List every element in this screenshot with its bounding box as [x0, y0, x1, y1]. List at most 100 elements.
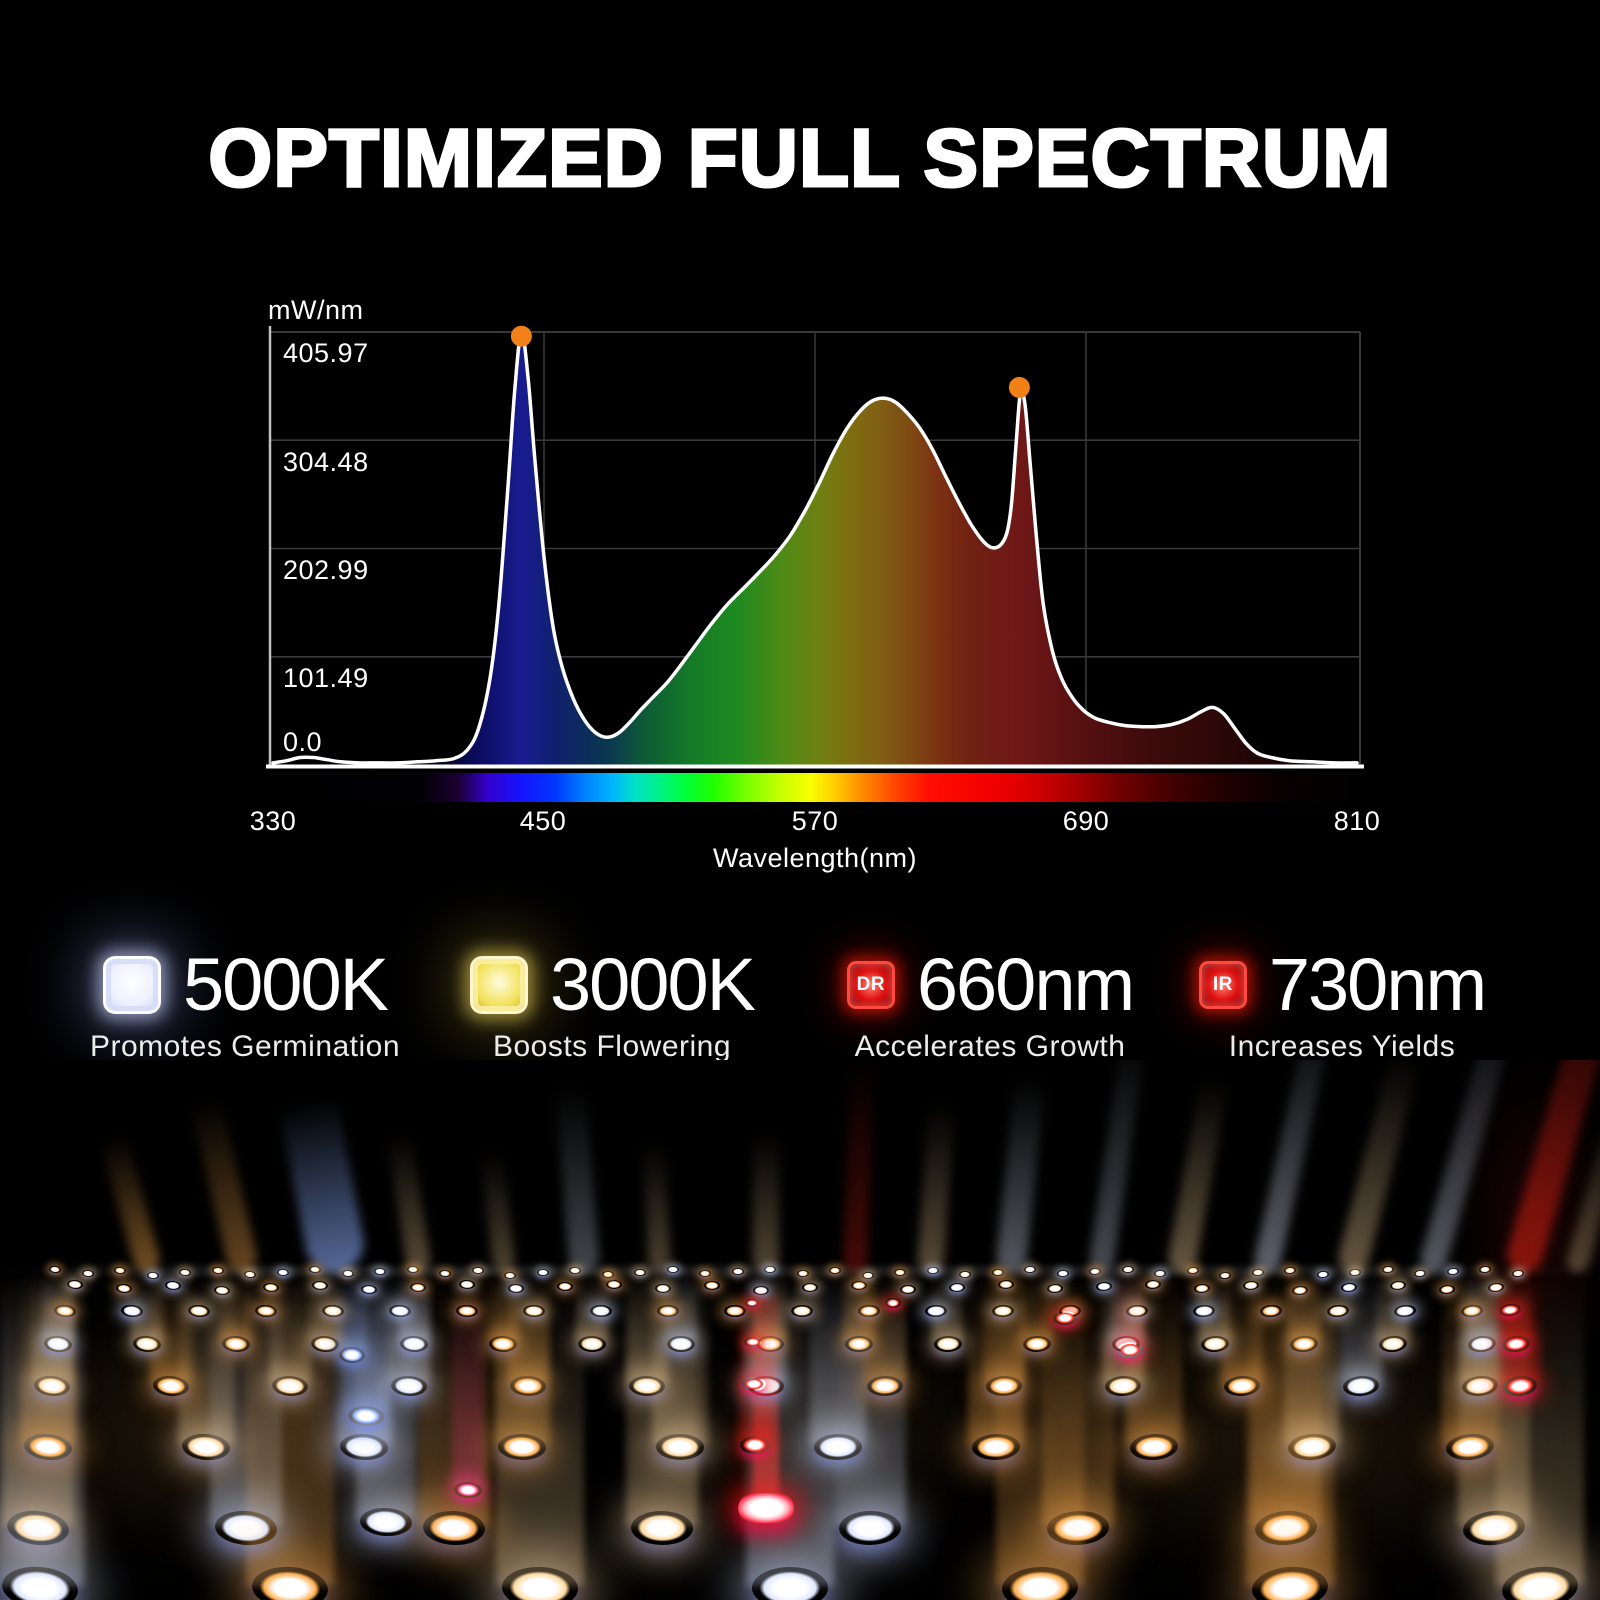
feature-3000k-head: 3000K	[462, 948, 762, 1022]
led-chip-ir-icon: IR	[1198, 961, 1247, 1009]
light-cone	[20, 1272, 76, 1445]
light-beam	[276, 1084, 369, 1278]
spectrum-curve	[271, 330, 1359, 765]
y-axis-unit-label: mW/nm	[268, 295, 364, 325]
led-dot	[1121, 1265, 1134, 1273]
light-cone	[1126, 1272, 1182, 1445]
light-cone	[219, 1272, 253, 1342]
x-tick-330: 330	[249, 806, 297, 836]
feature-3000k-value: 3000K	[550, 943, 756, 1026]
page-title: OPTIMIZED FULL SPECTRUM	[207, 112, 1392, 206]
spectrum-chart	[266, 325, 1364, 802]
led-dot	[838, 1510, 902, 1546]
led-dot	[743, 1336, 763, 1348]
led-dot	[703, 1281, 721, 1291]
feature-3000k: 3000K Boosts Flowering	[462, 948, 762, 1064]
led-dot	[698, 1270, 712, 1278]
led-dot	[115, 1282, 133, 1294]
led-dot	[605, 1279, 623, 1289]
light-beam	[479, 1141, 516, 1274]
led-dot	[764, 1265, 776, 1273]
led-dot	[756, 1336, 784, 1352]
led-dot	[948, 1282, 966, 1292]
light-cone	[810, 1272, 866, 1445]
led-board-photo	[0, 1060, 1600, 1600]
light-cone	[1500, 1272, 1540, 1384]
led-chip-white-icon	[103, 956, 161, 1014]
peak-marker	[1008, 376, 1030, 398]
light-beam	[1335, 1060, 1425, 1276]
led-dot	[654, 1283, 672, 1293]
led-dot	[1144, 1279, 1162, 1289]
light-beam	[1166, 1062, 1232, 1275]
led-chip-dr-icon: DR	[846, 961, 895, 1009]
feature-660nm-head: DR 660nm	[840, 948, 1140, 1022]
light-cone	[737, 1272, 773, 1443]
light-cone	[494, 1272, 550, 1445]
light-cone	[983, 1272, 1025, 1384]
led-dot	[655, 1433, 705, 1461]
led-dot	[577, 1335, 607, 1353]
led-dot	[850, 1280, 868, 1290]
light-cone	[1020, 1272, 1054, 1342]
led-dot	[1218, 1271, 1232, 1279]
led-dot	[666, 1266, 679, 1274]
led-dot	[666, 1335, 696, 1353]
led-dot	[633, 1268, 647, 1276]
x-tick-450: 450	[519, 806, 567, 836]
x-tick-570: 570	[791, 806, 839, 836]
light-cone	[486, 1272, 520, 1342]
light-beam	[917, 1091, 956, 1273]
led-dot	[790, 1304, 814, 1318]
feature-5000k-head: 5000K	[80, 948, 410, 1022]
led-dot	[438, 1269, 452, 1277]
x-tick-690: 690	[1062, 806, 1110, 836]
y-tick-405: 405.97	[283, 338, 369, 368]
led-dot	[503, 1271, 517, 1279]
feature-660nm: DR 660nm Accelerates Growth	[840, 948, 1140, 1064]
led-dot	[568, 1266, 582, 1274]
red-strip-beam	[753, 1295, 779, 1508]
led-dot	[796, 1269, 809, 1277]
feature-730nm-desc: Increases Yields	[1228, 1030, 1456, 1063]
red-led-pill	[738, 1493, 794, 1523]
peak-marker	[510, 325, 532, 347]
light-beam	[752, 1121, 779, 1273]
led-dot	[146, 1270, 159, 1280]
light-cone	[753, 1272, 787, 1342]
led-dot	[589, 1304, 613, 1318]
y-tick-101: 101.49	[283, 663, 369, 693]
feature-730nm-head: IR 730nm	[1192, 948, 1492, 1022]
x-axis-title: Wavelength(nm)	[712, 843, 918, 873]
spectrum-area-fill	[273, 331, 1357, 765]
feature-5000k: 5000K Promotes Germination	[80, 948, 410, 1064]
led-dot	[741, 1376, 767, 1392]
led-dot	[211, 1266, 224, 1275]
light-beam	[642, 1131, 671, 1273]
led-dot	[276, 1268, 289, 1276]
led-dot	[406, 1265, 419, 1273]
light-beam	[97, 1123, 163, 1276]
feature-3000k-desc: Boosts Flowering	[492, 1030, 732, 1063]
light-cone	[31, 1272, 73, 1384]
y-tick-304: 304.48	[283, 447, 369, 477]
rainbow-spectrum-bar	[270, 773, 1360, 802]
light-cone	[150, 1272, 192, 1384]
light-cone	[1287, 1272, 1321, 1342]
light-cone	[1442, 1272, 1498, 1445]
light-cone	[345, 1272, 387, 1414]
led-dot	[1413, 1269, 1427, 1278]
led-chip-yellow-icon	[470, 956, 528, 1014]
led-dot	[311, 1280, 329, 1291]
light-cone	[652, 1272, 708, 1445]
led-dot	[630, 1510, 694, 1546]
feature-5000k-desc: Promotes Germination	[89, 1030, 401, 1063]
light-cone	[746, 1272, 834, 1586]
led-dot	[601, 1270, 614, 1279]
led-dot	[373, 1267, 387, 1276]
light-beam	[385, 1121, 432, 1274]
feature-730nm: IR 730nm Increases Yields	[1192, 948, 1492, 1064]
feature-5000k-value: 5000K	[183, 943, 389, 1026]
led-dot	[861, 1271, 874, 1279]
led-dot	[243, 1270, 257, 1279]
